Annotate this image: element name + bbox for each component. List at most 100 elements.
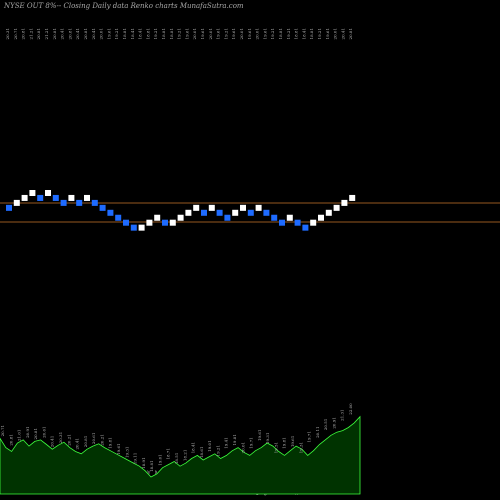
brick-up (146, 219, 153, 226)
volume-label: 18.21 (182, 450, 187, 461)
brick-down (6, 204, 12, 211)
volume-label: 20.11 (315, 426, 320, 437)
price-label: 19.61 (247, 28, 252, 39)
price-label: 19.61 (325, 28, 330, 39)
brick-up (255, 204, 262, 211)
price-label: 19.61 (200, 28, 205, 39)
volume-label: 19.31 (265, 433, 270, 444)
price-label: 20.41 (60, 28, 65, 39)
price-label: 19.21 (114, 28, 119, 39)
volume-label: 19.51 (273, 442, 278, 453)
brick-up (310, 219, 317, 226)
price-label: 21.21 (28, 28, 33, 39)
volume-label: 19.61 (116, 443, 121, 454)
brick-up (286, 214, 293, 221)
brick-down (60, 199, 67, 206)
price-label: 20.81 (348, 28, 353, 39)
brick-up (240, 204, 246, 211)
brick-up (193, 204, 200, 211)
brick-up (138, 224, 145, 231)
brick-up (333, 204, 340, 211)
brick-up (169, 219, 176, 226)
brick-down (91, 199, 98, 206)
volume-label: 19.71 (249, 437, 254, 448)
volume-label: 19.01 (207, 440, 212, 451)
brick-down (302, 224, 309, 231)
volume-label: 20.41 (50, 436, 55, 447)
price-label: 19.21 (286, 28, 291, 39)
price-label: 20.81 (67, 28, 72, 39)
brick-up (349, 194, 356, 201)
brick-down (216, 209, 223, 216)
volume-label: 21.31 (340, 409, 345, 420)
brick-up (185, 209, 192, 216)
brick-down (263, 209, 270, 216)
price-label: 20.81 (21, 28, 26, 39)
price-label: 18.41 (301, 28, 306, 39)
volume-label: 19.81 (108, 437, 113, 448)
volume-label: 19.21 (215, 445, 220, 456)
volume-label: 19.81 (232, 434, 237, 445)
brick-down (247, 209, 254, 216)
brick-up (325, 209, 332, 216)
brick-up (208, 204, 215, 211)
volume-label: 20.21 (66, 434, 71, 445)
brick-down (115, 214, 122, 221)
price-label: 20.81 (36, 28, 41, 39)
price-label: 19.61 (231, 28, 236, 39)
volume-label: 19.61 (257, 430, 262, 441)
price-label: 19.21 (153, 28, 158, 39)
price-label: 20.01 (239, 28, 244, 39)
brick-down (201, 209, 207, 216)
price-label: 18.81 (169, 28, 174, 39)
volume-label: 18.61 (199, 447, 204, 458)
volume-label: 18.41 (191, 442, 196, 453)
volume-label: 20.01 (240, 442, 245, 453)
volume-label: 19.61 (290, 436, 295, 447)
volume-label: 20.31 (58, 432, 63, 443)
volume-label: 22.00 (348, 403, 353, 415)
price-label: 18.41 (138, 28, 143, 39)
price-labels: 20.31 20.71 20.81 21.21 20.81 21.21 20.81 20.41… (5, 28, 353, 39)
volume-area-path (0, 415, 361, 495)
volume-label: 20.81 (83, 436, 88, 447)
brick-up (45, 190, 51, 196)
price-label: 21.21 (44, 28, 49, 39)
volume-label: 19.81 (282, 437, 287, 448)
brick-up (318, 214, 324, 221)
brick-down (76, 199, 83, 206)
volume-label: 20.91 (331, 417, 336, 428)
brick-up (21, 194, 28, 201)
volume-label: 20.91 (25, 426, 30, 437)
volume-label: 19.01 (157, 454, 162, 465)
volume-label: 19.31 (124, 447, 129, 458)
brick-up (68, 194, 75, 201)
brick-down (107, 209, 114, 216)
brick-up (13, 199, 20, 206)
price-label: 20.41 (91, 28, 96, 39)
price-label: 20.01 (255, 28, 260, 39)
brick-down (37, 194, 44, 201)
price-label: 19.61 (184, 28, 189, 39)
brick-up (154, 214, 161, 221)
volume-label: 20.41 (75, 438, 80, 449)
price-label: 19.21 (223, 28, 228, 39)
volume-label: 19.41 (224, 437, 229, 448)
volume-label: 18.81 (149, 460, 154, 471)
brick-down (123, 219, 129, 226)
price-label: 18.81 (122, 28, 127, 39)
price-label: 20.01 (99, 28, 104, 39)
brick-down (224, 214, 231, 221)
price-label: 20.31 (5, 28, 10, 39)
brick-up (29, 190, 36, 196)
volume-label: 20.81 (8, 434, 13, 445)
price-label: 20.01 (333, 28, 338, 39)
price-label: 20.01 (208, 28, 213, 39)
price-label: 19.61 (262, 28, 267, 39)
chart-title: NYSE OUT 8%-- Closing Daily data Renko c… (3, 2, 244, 10)
price-label: 19.21 (317, 28, 322, 39)
brick-down (130, 224, 137, 231)
volume-area (0, 415, 361, 495)
price-label: 18.81 (161, 28, 166, 39)
brick-down (52, 194, 59, 201)
